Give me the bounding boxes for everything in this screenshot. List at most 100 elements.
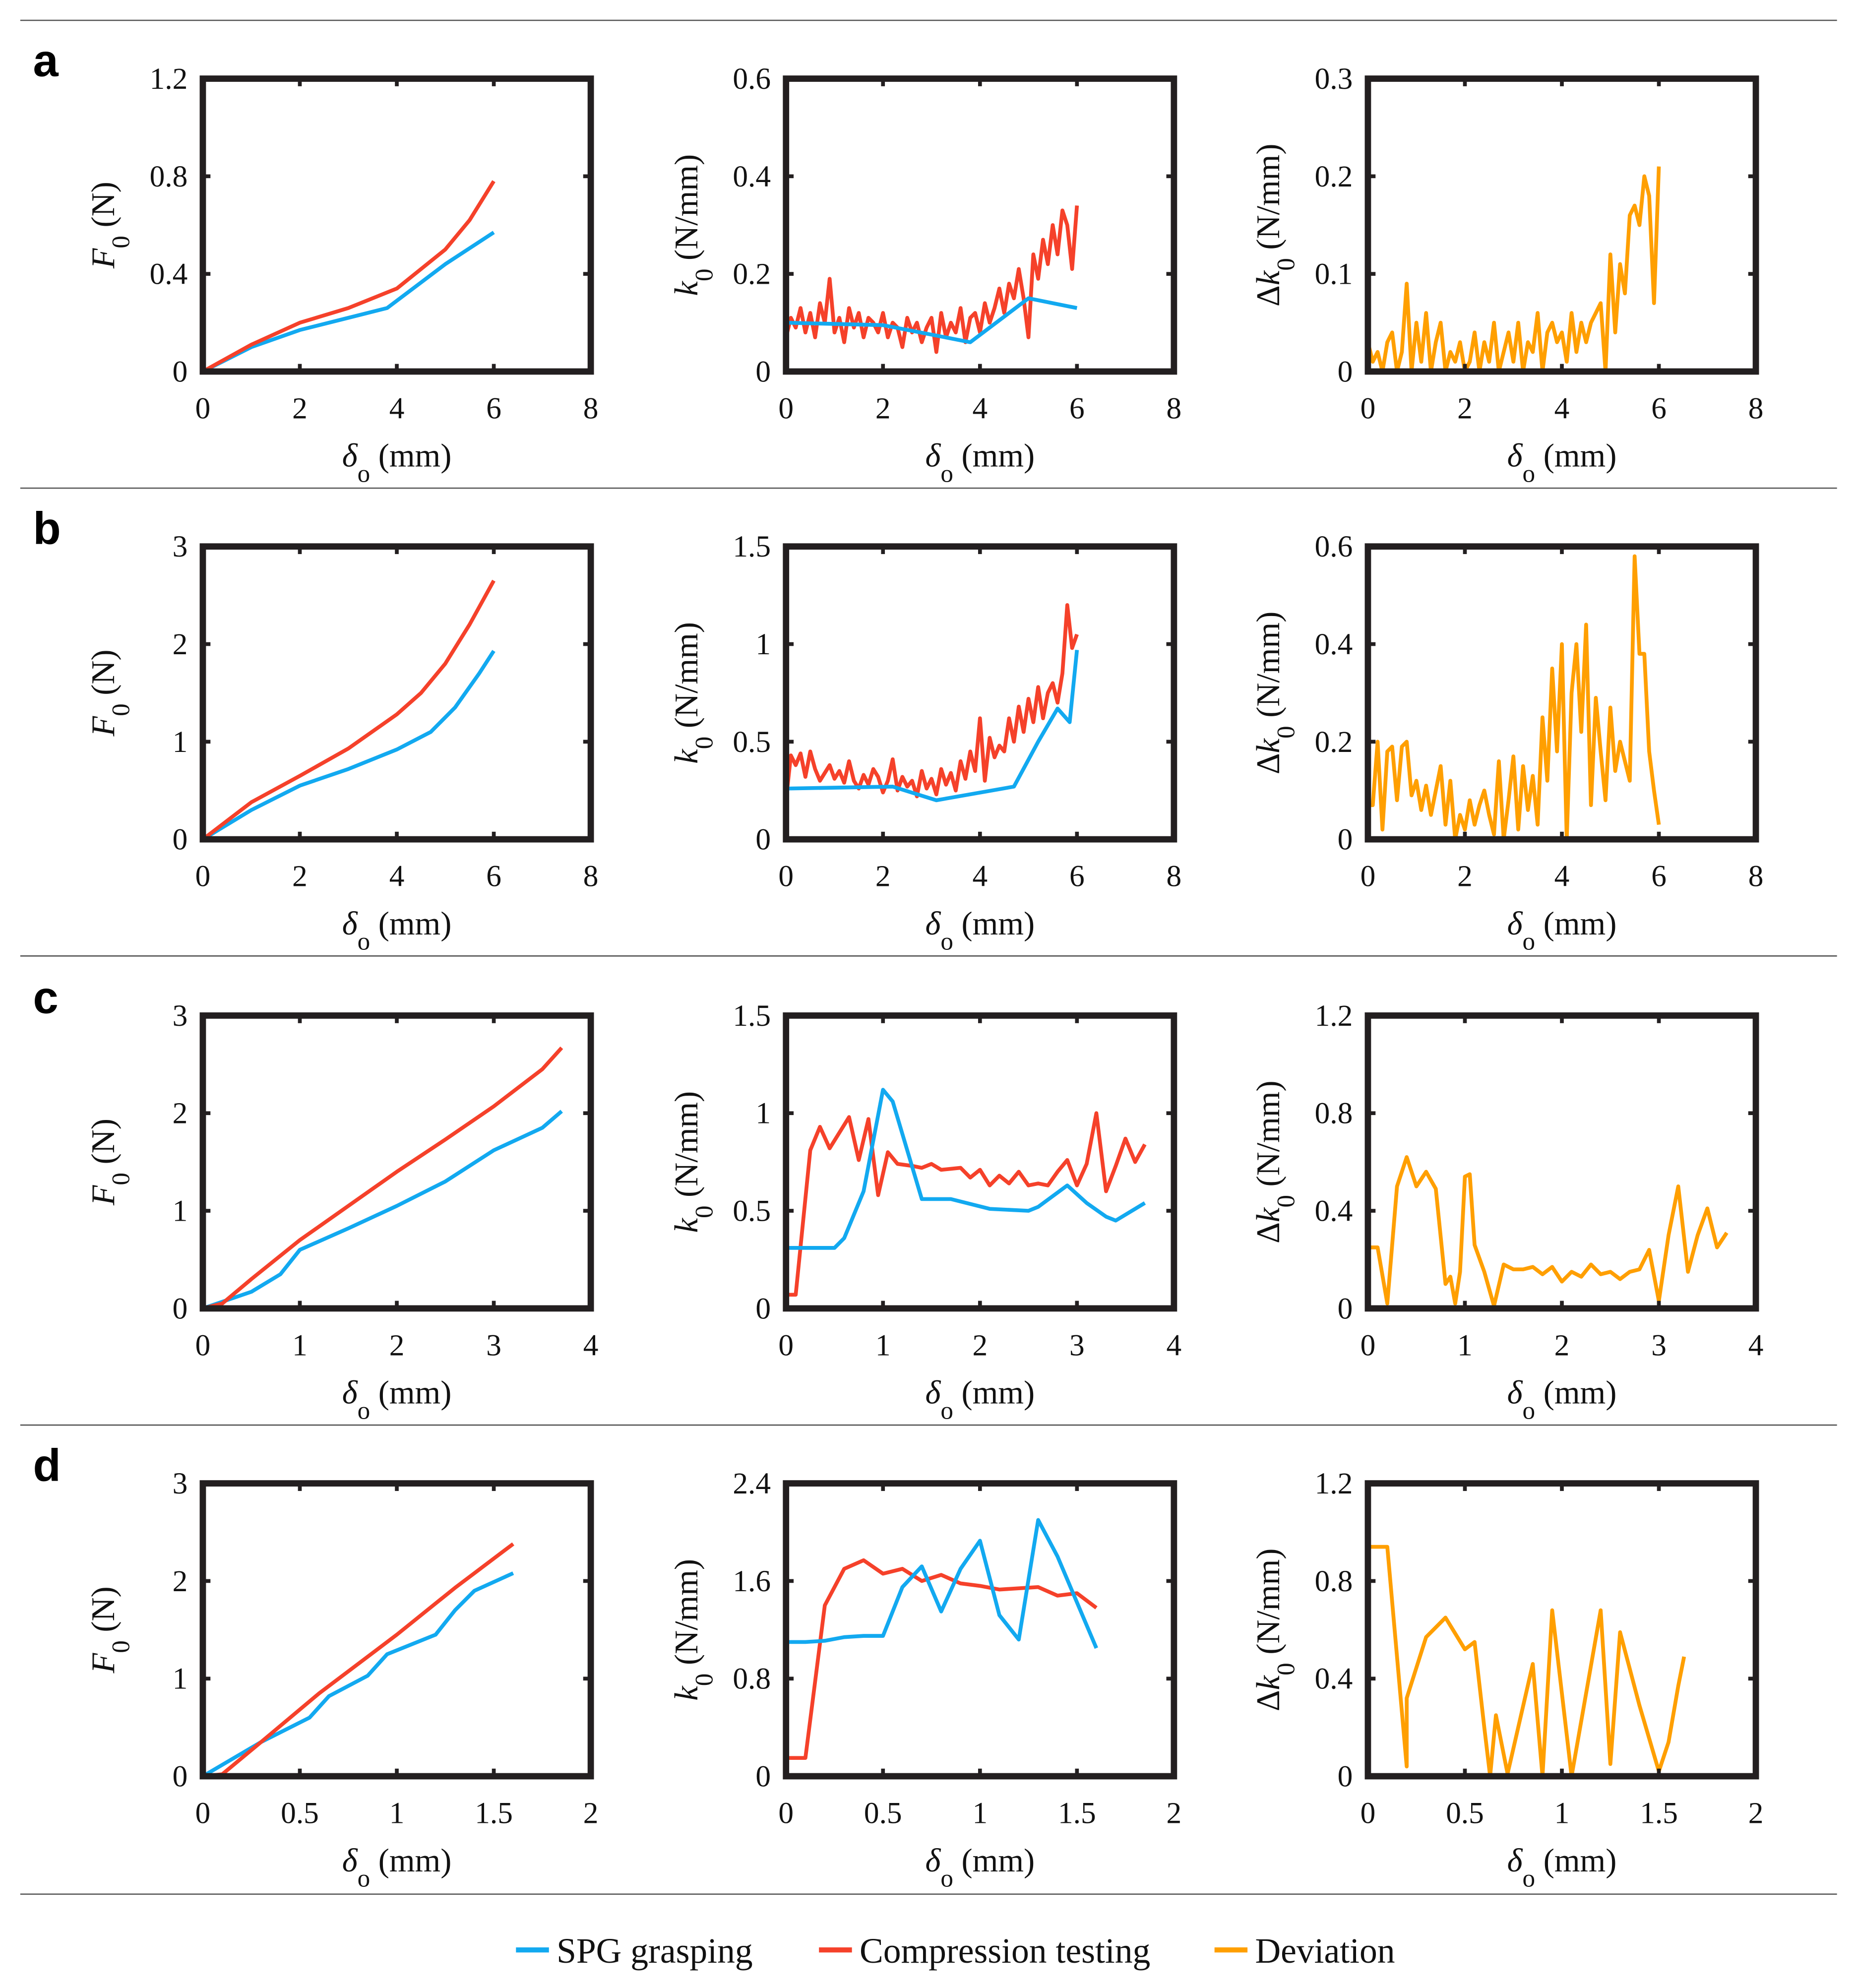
y-tick-label: 0.2 [1315,725,1353,759]
axes-frame [1364,75,1759,375]
x-tick-label: 2 [1457,392,1473,426]
series-line-spg-grasping [786,649,1079,803]
y-tick-label: 0.6 [733,62,771,96]
y-label-symbol: k [1250,270,1287,285]
y-tick-label: 0 [755,1760,771,1794]
y-axis-label: F0 (N) [85,649,135,737]
y-label-symbol: k [669,1685,705,1701]
series-group [786,603,1079,803]
series-group [1367,1155,1729,1308]
y-label-subscript: 0 [690,1205,718,1218]
y-tick-label: 0.1 [1315,257,1353,291]
x-tick-label: 2 [972,1328,988,1362]
series-group [202,1542,514,1777]
series-line-spg-grasping [786,1088,1146,1250]
y-label-subscript: 0 [690,1674,718,1686]
axes-frame [199,543,594,843]
axes-frame [199,75,594,375]
x-tick-label: 8 [1748,860,1764,893]
y-axis-label: F0 (N) [85,1586,135,1674]
x-tick-label: 1 [292,1328,308,1362]
x-tick-label: 8 [583,392,599,426]
y-label-unit: (N/mm) [669,1091,705,1206]
y-tick-label: 1 [755,627,771,661]
x-label-unit: (mm) [370,1375,451,1411]
series-group [1367,166,1661,372]
x-tick-label: 0 [778,860,794,893]
x-tick-label: 8 [1167,860,1182,893]
y-label-subscript: 0 [107,1640,135,1653]
y-label-prefix: Δ [1250,1222,1287,1243]
series-line-spg-grasping [202,231,495,372]
x-tick-label: 2 [1554,1328,1570,1362]
y-label-subscript: 0 [107,703,135,716]
y-tick-label: 0 [173,1292,188,1325]
x-label-unit: (mm) [953,1375,1035,1411]
y-tick-label: 1.5 [733,999,771,1033]
x-label-symbol: δ [925,906,941,942]
panel-label-d: d [33,1440,61,1491]
x-tick-label: 2 [1457,860,1473,893]
y-label-symbol: F [85,715,122,737]
y-label-symbol: F [85,1652,122,1674]
x-tick-label: 8 [583,860,599,893]
row-separators [20,19,1837,1895]
series-group [786,1088,1147,1297]
x-tick-label: 4 [1748,1328,1764,1362]
panel-label-a: a [33,35,59,86]
series-line-compression-testing [202,579,495,840]
x-label-symbol: δ [925,1375,941,1411]
x-tick-label: 2 [1167,1797,1182,1830]
y-axis-label: k0 (N/mm) [669,1559,719,1701]
y-label-unit: (N) [85,649,122,703]
y-tick-label: 1.2 [1315,999,1353,1033]
y-tick-label: 0.8 [1315,1564,1353,1598]
y-label-prefix: Δ [1250,1690,1287,1711]
series-line-compression-testing [786,1111,1147,1297]
x-tick-label: 4 [972,860,988,893]
y-tick-label: 0.8 [150,160,188,193]
y-label-unit: (N/mm) [669,154,705,269]
x-label-subscript: o [940,1396,953,1425]
x-label-symbol: δ [1507,1375,1523,1411]
y-axis-label: Δk0 (N/mm) [1250,144,1300,307]
x-tick-label: 1 [1457,1328,1473,1362]
y-tick-label: 2 [173,627,188,661]
series-line-spg-grasping [202,1571,514,1777]
x-tick-label: 2 [1748,1797,1764,1830]
y-tick-label: 3 [173,1467,188,1500]
x-label-symbol: δ [925,438,941,474]
x-axis-label: δo (mm) [1507,1843,1617,1893]
series-line-spg-grasping [786,1518,1098,1649]
x-label-unit: (mm) [953,438,1035,474]
x-label-subscript: o [358,1864,371,1892]
axes-frame [783,1480,1177,1780]
chart-panel-c-3: 0 1 2 3 400.40.81.2δo (mm)Δk0 (N/mm) [1250,999,1763,1425]
x-label-symbol: δ [342,1375,358,1411]
y-tick-label: 3 [173,530,188,563]
y-axis-label: F0 (N) [85,1118,135,1206]
x-tick-label: 4 [1167,1328,1182,1362]
y-label-unit: (N/mm) [1250,1549,1287,1663]
x-axis-label: δo (mm) [925,1375,1035,1425]
chart-panel-d-3: 0 0.5 1 1.5 200.40.81.2δo (mm)Δk0 (N/mm) [1250,1467,1763,1892]
y-tick-label: 0 [173,1760,188,1794]
series-line-spg-grasping [786,296,1078,344]
series-line-deviation [1367,1155,1729,1308]
x-tick-label: 1 [972,1797,988,1830]
series-group [202,180,495,372]
x-tick-label: 0 [778,1797,794,1830]
y-tick-label: 0.6 [1315,530,1353,563]
legend: SPG grasping Compression testing Deviation [516,1931,1395,1971]
y-tick-label: 0.8 [733,1662,771,1696]
y-label-unit: (N/mm) [669,1559,705,1674]
series-line-compression-testing [202,180,495,372]
y-label-subscript: 0 [1272,1663,1300,1676]
x-tick-label: 4 [1554,392,1570,426]
x-label-unit: (mm) [370,438,451,474]
y-axis-label: Δk0 (N/mm) [1250,1080,1300,1243]
x-tick-label: 0 [195,392,211,426]
x-label-subscript: o [1523,459,1536,488]
axes-frame [199,1012,594,1312]
